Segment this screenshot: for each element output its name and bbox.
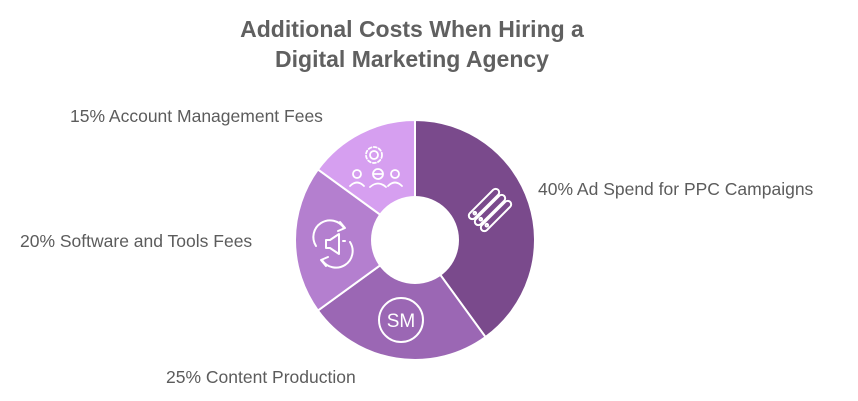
- megaphone-cycle-icon: [312, 219, 354, 269]
- chart-title-line-2: Digital Marketing Agency: [275, 46, 549, 72]
- label-account-management: 15% Account Management Fees: [70, 106, 323, 126]
- slice-software-tools: [294, 168, 417, 312]
- sm-badge-text: SM: [387, 311, 416, 332]
- slice-content-production: [316, 238, 487, 361]
- slice-ad-spend: [414, 118, 536, 339]
- sm-badge-icon: SM: [378, 297, 424, 343]
- list-bars-icon: [467, 187, 513, 233]
- label-software-tools: 20% Software and Tools Fees: [20, 231, 253, 251]
- label-ad-spend: 40% Ad Spend for PPC Campaigns: [538, 179, 814, 199]
- chart-title-line-1: Additional Costs When Hiring a: [240, 16, 584, 42]
- label-content-production: 25% Content Production: [166, 367, 356, 387]
- gear-people-icon: [349, 146, 403, 188]
- donut-hole: [371, 196, 459, 284]
- chart-title: Additional Costs When Hiring a Digital M…: [0, 14, 824, 74]
